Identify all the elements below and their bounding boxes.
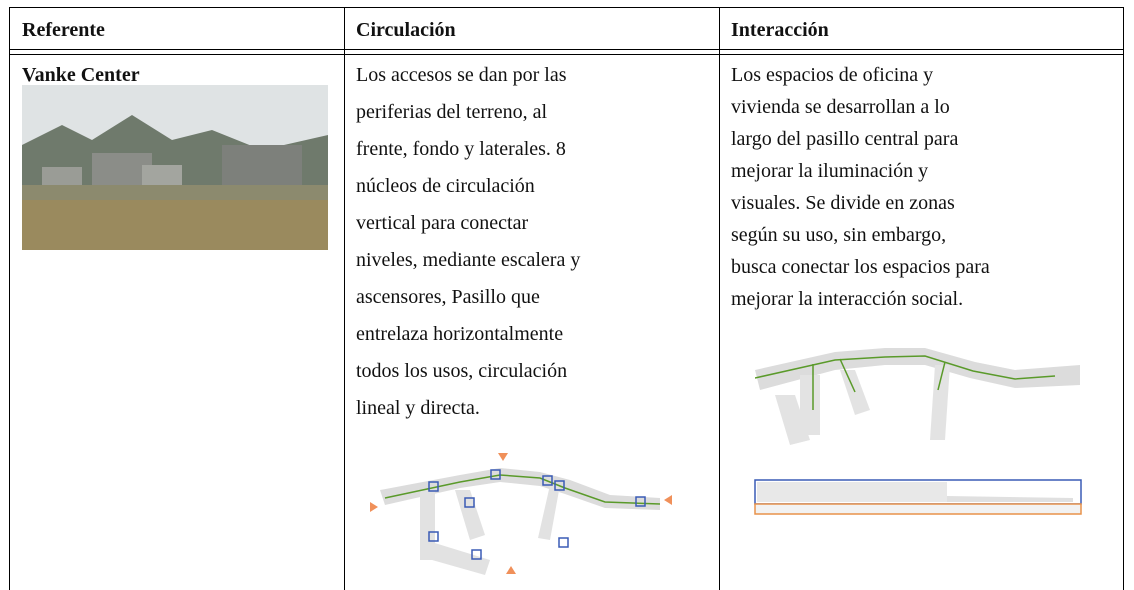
text-line: mejorar la interacción social. xyxy=(731,288,964,310)
header-rule xyxy=(9,49,1124,50)
header-cell: Circulación xyxy=(356,19,456,41)
header-cell: Referente xyxy=(22,19,105,41)
header-rule xyxy=(9,54,1124,55)
col-rule xyxy=(9,7,10,590)
text-line: mejorar la iluminación y xyxy=(731,160,929,182)
text-line: periferias del terreno, al xyxy=(356,101,548,123)
text-line: visuales. Se divide en zonas xyxy=(731,192,955,214)
text-line: lineal y directa. xyxy=(356,397,480,419)
circulation-plan xyxy=(370,453,672,575)
interaction-elevation xyxy=(754,479,1082,515)
text-line: todos los usos, circulación xyxy=(356,360,568,382)
text-line: según su uso, sin embargo, xyxy=(731,224,947,246)
referente: Vanke Center xyxy=(22,64,140,86)
text-line: frente, fondo y laterales. 8 xyxy=(356,138,566,160)
text-line: vertical para conectar xyxy=(356,212,529,234)
text-line: busca conectar los espacios para xyxy=(731,256,990,278)
col-rule xyxy=(1123,7,1124,590)
interaction-plan xyxy=(755,348,1080,445)
col-rule xyxy=(719,7,720,590)
text-line: Los accesos se dan por las xyxy=(356,64,567,86)
header-cell: Interacción xyxy=(731,19,829,41)
photo xyxy=(22,85,328,250)
text-line: entrelaza horizontalmente xyxy=(356,323,564,345)
text-line: vivienda se desarrollan a lo xyxy=(731,96,950,118)
text-line: niveles, mediante escalera y xyxy=(356,249,581,271)
text-line: largo del pasillo central para xyxy=(731,128,959,150)
text-line: núcleos de circulación xyxy=(356,175,535,197)
text-line: Los espacios de oficina y xyxy=(731,64,934,86)
text-line: ascensores, Pasillo que xyxy=(356,286,540,308)
top-rule xyxy=(9,7,1124,8)
col-rule xyxy=(344,7,345,590)
